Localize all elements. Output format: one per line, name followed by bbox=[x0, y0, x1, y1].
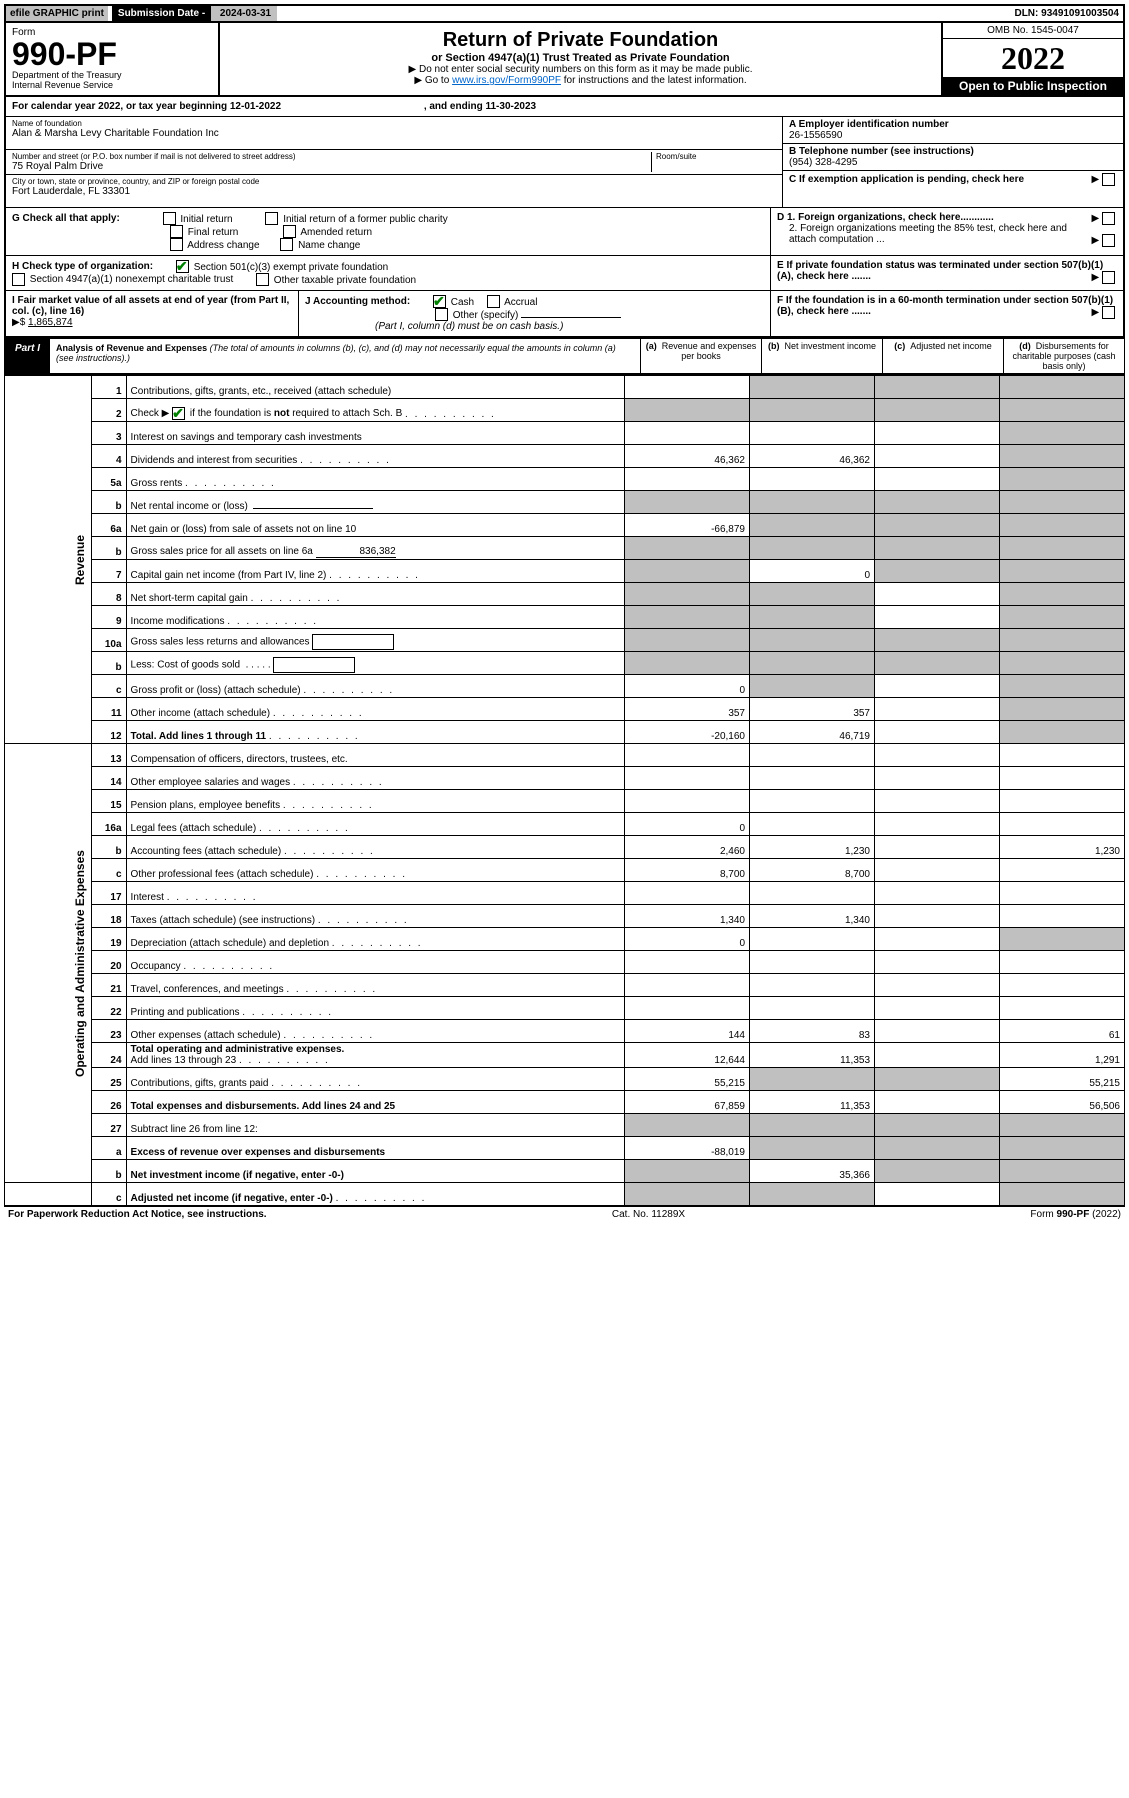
part1-tag: Part I bbox=[5, 339, 50, 373]
submission-date: Submission Date - 2024-03-31 bbox=[108, 6, 281, 21]
phone-label: B Telephone number (see instructions) bbox=[789, 146, 1117, 157]
form-number: 990-PF bbox=[12, 38, 212, 70]
part1-header: Part I Analysis of Revenue and Expenses … bbox=[4, 338, 1125, 375]
phone: (954) 328-4295 bbox=[789, 157, 1117, 168]
i-label: I Fair market value of all assets at end… bbox=[12, 295, 289, 317]
h-label: H Check type of organization: bbox=[12, 262, 153, 273]
i-value: 1,865,874 bbox=[28, 317, 73, 328]
irs-link[interactable]: www.irs.gov/Form990PF bbox=[452, 75, 561, 86]
footer-left: For Paperwork Reduction Act Notice, see … bbox=[8, 1209, 267, 1220]
h-501c3[interactable] bbox=[176, 260, 189, 273]
form-header: Form 990-PF Department of the Treasury I… bbox=[4, 23, 1125, 97]
j-note: (Part I, column (d) must be on cash basi… bbox=[375, 321, 563, 332]
d2-checkbox[interactable] bbox=[1102, 234, 1115, 247]
h-other-tax[interactable] bbox=[256, 273, 269, 286]
h-4947[interactable] bbox=[12, 273, 25, 286]
dln: DLN: 93491091003504 bbox=[1010, 6, 1123, 21]
form-subtitle: or Section 4947(a)(1) Trust Treated as P… bbox=[226, 52, 935, 64]
ein: 26-1556590 bbox=[789, 130, 1117, 141]
efile-label: efile GRAPHIC print bbox=[6, 6, 108, 21]
dept: Department of the Treasury bbox=[12, 70, 212, 80]
f-label: F If the foundation is in a 60-month ter… bbox=[777, 295, 1113, 317]
part1-title: Analysis of Revenue and Expenses bbox=[56, 343, 207, 353]
d2-label: 2. Foreign organizations meeting the 85%… bbox=[789, 223, 1067, 245]
revenue-sidelabel: Revenue bbox=[5, 376, 92, 744]
h-e-row: H Check type of organization: Section 50… bbox=[4, 256, 1125, 291]
room-label: Room/suite bbox=[656, 152, 776, 161]
g-address[interactable] bbox=[170, 238, 183, 251]
g-amended[interactable] bbox=[283, 225, 296, 238]
form-title: Return of Private Foundation bbox=[226, 29, 935, 52]
g-namechg[interactable] bbox=[280, 238, 293, 251]
d1-label: D 1. Foreign organizations, check here..… bbox=[777, 212, 994, 223]
name-label: Name of foundation bbox=[12, 119, 776, 128]
name-address-block: Name of foundation Alan & Marsha Levy Ch… bbox=[4, 117, 1125, 208]
footer-mid: Cat. No. 11289X bbox=[612, 1209, 685, 1220]
g-initial[interactable] bbox=[163, 212, 176, 225]
form-note2: ▶ Go to www.irs.gov/Form990PF for instru… bbox=[226, 75, 935, 86]
tax-year: 2022 bbox=[943, 39, 1123, 77]
omb: OMB No. 1545-0047 bbox=[943, 23, 1123, 39]
ein-label: A Employer identification number bbox=[789, 119, 1117, 130]
calendar-year: For calendar year 2022, or tax year begi… bbox=[4, 97, 1125, 117]
open-public: Open to Public Inspection bbox=[943, 77, 1123, 95]
part1-table: Revenue 1Contributions, gifts, grants, e… bbox=[4, 375, 1125, 1206]
col-d-hdr: (d) Disbursements for charitable purpose… bbox=[1003, 339, 1124, 373]
addr-label: Number and street (or P.O. box number if… bbox=[12, 152, 651, 161]
g-initial-former[interactable] bbox=[265, 212, 278, 225]
irs: Internal Revenue Service bbox=[12, 80, 212, 90]
g-final[interactable] bbox=[170, 225, 183, 238]
col-b-hdr: (b) Net investment income bbox=[761, 339, 882, 373]
j-other[interactable] bbox=[435, 308, 448, 321]
c-label: C If exemption application is pending, c… bbox=[789, 174, 1024, 185]
footer-right: Form 990-PF (2022) bbox=[1030, 1209, 1121, 1220]
col-a-hdr: (a) Revenue and expenses per books bbox=[640, 339, 761, 373]
e-label: E If private foundation status was termi… bbox=[777, 260, 1103, 282]
i-j-f-row: I Fair market value of all assets at end… bbox=[4, 291, 1125, 338]
d1-checkbox[interactable] bbox=[1102, 212, 1115, 225]
city: Fort Lauderdale, FL 33301 bbox=[12, 186, 776, 197]
j-accrual[interactable] bbox=[487, 295, 500, 308]
f-checkbox[interactable] bbox=[1102, 306, 1115, 319]
city-label: City or town, state or province, country… bbox=[12, 177, 776, 186]
c-checkbox[interactable] bbox=[1102, 173, 1115, 186]
e-checkbox[interactable] bbox=[1102, 271, 1115, 284]
address: 75 Royal Palm Drive bbox=[12, 161, 651, 172]
g-label: G Check all that apply: bbox=[12, 214, 120, 225]
g-d-row: G Check all that apply: Initial return I… bbox=[4, 208, 1125, 256]
expenses-sidelabel: Operating and Administrative Expenses bbox=[5, 744, 92, 1183]
footer: For Paperwork Reduction Act Notice, see … bbox=[4, 1206, 1125, 1222]
j-cash[interactable] bbox=[433, 295, 446, 308]
l2-check[interactable] bbox=[172, 407, 185, 420]
j-label: J Accounting method: bbox=[305, 297, 410, 308]
form-note1: ▶ Do not enter social security numbers o… bbox=[226, 64, 935, 75]
col-c-hdr: (c) Adjusted net income bbox=[882, 339, 1003, 373]
foundation-name: Alan & Marsha Levy Charitable Foundation… bbox=[12, 128, 776, 139]
top-header: efile GRAPHIC print Submission Date - 20… bbox=[4, 4, 1125, 23]
